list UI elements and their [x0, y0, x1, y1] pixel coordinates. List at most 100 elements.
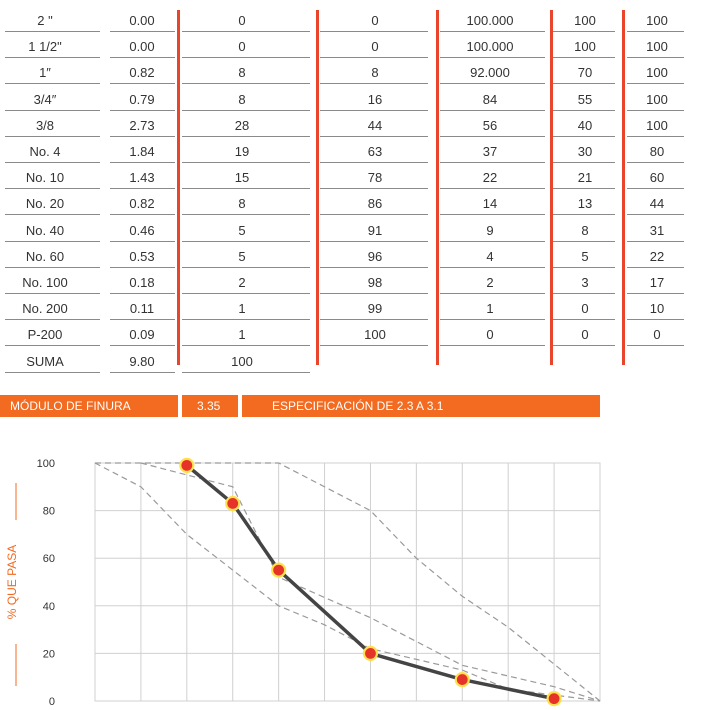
cell-sieve: P-200	[27, 327, 63, 343]
cell-spec-min: 55	[577, 91, 593, 107]
row-rule	[182, 266, 310, 268]
cell-pct-retained: 1	[238, 327, 246, 343]
row-rule	[182, 345, 310, 347]
row-rule	[440, 188, 545, 190]
row-rule	[182, 83, 310, 85]
row-rule	[320, 214, 428, 216]
row-rule	[553, 319, 615, 321]
cell-spec-max: 44	[649, 196, 665, 212]
cell-cum-retained: 44	[367, 117, 383, 133]
cell-cum-retained: 0	[371, 39, 379, 55]
row-rule	[182, 162, 310, 163]
cell-sieve: No. 60	[25, 248, 65, 264]
row-rule	[627, 240, 684, 242]
row-rule	[110, 188, 175, 190]
row-rule	[440, 266, 545, 268]
cell-pct-passing: 100.000	[466, 13, 514, 28]
row-rule	[110, 371, 175, 373]
cell-spec-max: 17	[649, 275, 665, 290]
cell-weight: 1.43	[129, 170, 155, 186]
cell-spec-min: 100	[574, 13, 596, 28]
row-rule	[440, 83, 545, 85]
bar-divider	[178, 395, 182, 417]
cell-pct-retained: 19	[234, 144, 250, 159]
row-rule	[553, 31, 615, 32]
row-rule	[5, 214, 100, 216]
cell-weight: 0.00	[129, 13, 155, 28]
row-rule	[5, 319, 100, 321]
row-rule	[182, 240, 310, 242]
table-row: No. 4 1.84 19 63 37 30 80	[0, 141, 690, 167]
cell-spec-max: 31	[649, 222, 665, 238]
row-rule	[182, 293, 310, 294]
row-rule	[110, 214, 175, 216]
row-rule	[320, 109, 428, 111]
cell-sieve: No. 200	[22, 301, 68, 317]
row-rule	[110, 319, 175, 321]
y-tick-label: 40	[43, 601, 55, 613]
cell-sieve: 1 1/2"	[28, 39, 62, 55]
cell-weight: 0.00	[129, 39, 155, 55]
cell-weight: 1.84	[129, 144, 155, 159]
cell-spec-max: 100	[646, 117, 668, 133]
cell-pct-passing: 92.000	[470, 65, 510, 81]
row-rule	[5, 162, 100, 163]
row-rule	[320, 188, 428, 190]
row-rule	[627, 83, 684, 85]
row-rule	[627, 266, 684, 268]
data-point	[362, 645, 379, 661]
row-rule	[553, 188, 615, 190]
gradation-curve	[185, 464, 555, 701]
column-separator	[550, 10, 553, 365]
y-tick-label: 80	[43, 506, 55, 518]
column-separator	[177, 10, 180, 365]
row-rule	[553, 293, 615, 294]
table-row: P-200 0.09 1 100 0 0 0	[0, 324, 690, 350]
cell-pct-passing: 2	[486, 275, 494, 290]
cell-spec-min: 3	[581, 275, 589, 290]
row-rule	[320, 83, 428, 85]
cell-pct-retained: 8	[238, 65, 246, 81]
row-rule	[627, 319, 684, 321]
cell-cum-retained: 91	[367, 222, 383, 238]
cell-weight: 0.82	[129, 196, 155, 212]
cell-spec-min: 100	[574, 39, 596, 55]
cell-spec-max: 10	[649, 301, 665, 317]
plot-area	[94, 462, 601, 702]
table-row: No. 40 0.46 5 91 9 8 31	[0, 220, 690, 246]
row-rule	[110, 31, 175, 32]
cell-spec-max: 80	[649, 144, 665, 159]
row-rule	[110, 109, 175, 111]
data-point	[179, 457, 195, 473]
row-rule	[110, 135, 175, 137]
y-tick-label: 60	[43, 553, 55, 565]
cell-pct-retained: 8	[238, 196, 246, 212]
cell-sieve: No. 100	[22, 275, 68, 290]
table-row: 3/8 2.73 28 44 56 40 100	[0, 115, 690, 141]
cell-sieve: SUMA	[26, 353, 64, 369]
row-rule	[627, 31, 684, 32]
row-rule	[5, 293, 100, 294]
row-rule	[110, 162, 175, 163]
cell-weight: 0.09	[129, 327, 155, 343]
row-rule	[440, 240, 545, 242]
table-row: 2 " 0.00 0 0 100.000 100 100	[0, 10, 690, 36]
cell-cum-retained: 99	[367, 301, 383, 317]
cell-pct-passing: 4	[486, 248, 494, 264]
cell-spec-min: 0	[581, 301, 589, 317]
row-rule	[5, 266, 100, 268]
cell-spec-min: 40	[577, 117, 593, 133]
cell-weight: 2.73	[129, 117, 155, 133]
cell-pct-passing: 0	[486, 327, 494, 343]
cell-cum-retained: 98	[367, 275, 383, 290]
row-rule	[627, 188, 684, 190]
cell-pct-retained: 100	[231, 353, 253, 369]
cell-cum-retained: 16	[367, 91, 383, 107]
cell-spec-max: 100	[646, 91, 668, 107]
cell-spec-max: 100	[646, 65, 668, 81]
cell-sieve: 3/8	[35, 117, 55, 133]
cell-pct-passing: 14	[482, 196, 498, 212]
cell-spec-max: 0	[653, 327, 661, 343]
gradation-chart: 0 20 40 60 80 100 % QUE PASA	[5, 457, 601, 708]
modulo-spec: ESPECIFICACIÓN DE 2.3 A 3.1	[272, 399, 444, 413]
